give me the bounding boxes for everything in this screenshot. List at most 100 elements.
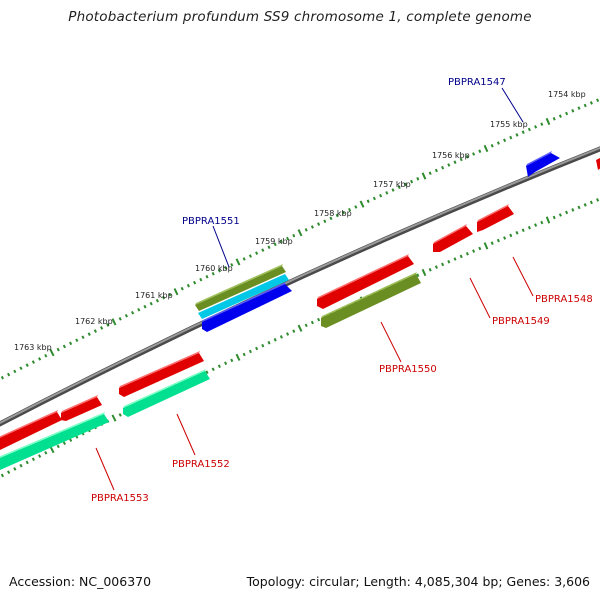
tick-mark — [180, 286, 184, 291]
gene-label[interactable]: PBPRA1547 — [448, 77, 506, 88]
tick-mark — [515, 133, 519, 137]
reverse-strand-genes — [0, 369, 210, 470]
tick-mark — [0, 473, 4, 478]
tick-mark — [509, 233, 513, 238]
gene-feature[interactable] — [123, 371, 210, 417]
tick-mark — [217, 268, 221, 273]
tick-mark — [453, 160, 457, 164]
tick-mark — [545, 117, 551, 126]
tick-mark — [131, 310, 135, 315]
tick-mark — [428, 171, 432, 176]
leader-line — [95, 447, 115, 491]
tick-mark — [483, 144, 489, 153]
tick-mark — [552, 117, 556, 121]
gene-feature[interactable] — [526, 153, 560, 177]
gene-feature-highlight — [195, 264, 283, 305]
gene-feature-highlight — [317, 254, 409, 299]
gene-label[interactable]: PBPRA1550 — [379, 364, 437, 375]
tick-mark — [81, 335, 85, 340]
map-title: Photobacterium profundum SS9 chromosome … — [68, 9, 532, 25]
tick-mark — [441, 165, 445, 170]
gene-feature-highlight — [0, 412, 105, 458]
gene-label[interactable]: PBPRA1551 — [182, 216, 240, 227]
tick-mark — [421, 172, 427, 180]
tick-mark — [428, 268, 432, 272]
tick-mark — [13, 467, 17, 471]
tick-mark — [583, 203, 587, 207]
tick-mark — [583, 103, 587, 108]
tick-mark — [49, 349, 55, 357]
tick-mark — [31, 457, 35, 462]
tick-mark — [69, 341, 73, 346]
tick-mark — [571, 208, 575, 212]
tick-mark — [379, 193, 383, 198]
gene-feature[interactable] — [0, 414, 109, 470]
gene-feature[interactable] — [195, 266, 286, 311]
tick-mark — [75, 338, 79, 343]
tick-label: 1762 kbp — [75, 317, 113, 326]
tick-mark — [186, 283, 190, 288]
tick-mark — [577, 205, 581, 210]
tick-mark — [273, 242, 277, 247]
tick-mark — [589, 101, 593, 105]
tick-label: 1761 kbp — [135, 291, 173, 300]
gene-feature[interactable] — [596, 157, 600, 170]
tick-mark — [205, 274, 209, 279]
tick-mark — [230, 358, 234, 363]
tick-mark — [459, 157, 463, 162]
gene-label[interactable]: PBPRA1549 — [492, 316, 550, 327]
leader-line — [380, 321, 402, 363]
gene-feature[interactable] — [321, 274, 421, 328]
tick-mark — [434, 265, 438, 269]
gene-feature[interactable] — [198, 274, 289, 319]
tick-mark — [44, 451, 48, 455]
tick-mark — [317, 317, 321, 322]
leader-line — [212, 225, 230, 268]
tick-mark — [310, 320, 314, 325]
gene-feature[interactable] — [477, 206, 514, 232]
gene-label[interactable]: PBPRA1548 — [535, 294, 593, 305]
tick-mark — [292, 329, 296, 333]
tick-mark — [503, 138, 507, 143]
tick-mark — [242, 257, 246, 261]
tick-mark — [527, 127, 531, 132]
tick-mark — [416, 273, 420, 277]
tick-mark — [478, 246, 482, 251]
tick-mark — [267, 340, 271, 345]
tick-mark — [447, 259, 451, 264]
tick-mark — [224, 266, 228, 270]
tick-mark — [118, 317, 122, 321]
outer-tick-ring — [0, 98, 600, 380]
tick-mark — [199, 277, 203, 282]
tick-mark — [359, 200, 365, 208]
gene-feature[interactable] — [317, 256, 414, 309]
gene-feature[interactable] — [202, 284, 292, 332]
tick-mark — [31, 360, 35, 364]
tick-mark — [273, 338, 277, 342]
tick-mark — [348, 208, 352, 212]
gene-feature[interactable] — [0, 412, 62, 450]
tick-mark — [106, 323, 110, 327]
tick-mark — [335, 213, 339, 218]
tick-mark — [397, 185, 401, 189]
gene-feature[interactable] — [61, 397, 102, 421]
tick-mark — [410, 179, 414, 184]
gene-feature[interactable] — [119, 353, 204, 397]
leader-line — [512, 256, 534, 297]
tick-mark — [465, 251, 469, 256]
gene-feature[interactable] — [433, 226, 473, 252]
tick-mark — [534, 125, 538, 129]
tick-mark — [143, 304, 147, 309]
leader-line — [176, 413, 196, 456]
tick-mark — [0, 375, 4, 380]
gene-feature-highlight — [477, 204, 509, 222]
gene-label[interactable]: PBPRA1553 — [91, 493, 149, 504]
tick-mark — [545, 216, 551, 224]
kbp-labels: 1754 kbp 1755 kbp 1756 kbp 1757 kbp 1758… — [14, 90, 586, 352]
tick-mark — [248, 254, 252, 258]
tick-mark — [261, 248, 265, 252]
tick-mark — [38, 454, 42, 458]
gene-label[interactable]: PBPRA1552 — [172, 459, 230, 470]
